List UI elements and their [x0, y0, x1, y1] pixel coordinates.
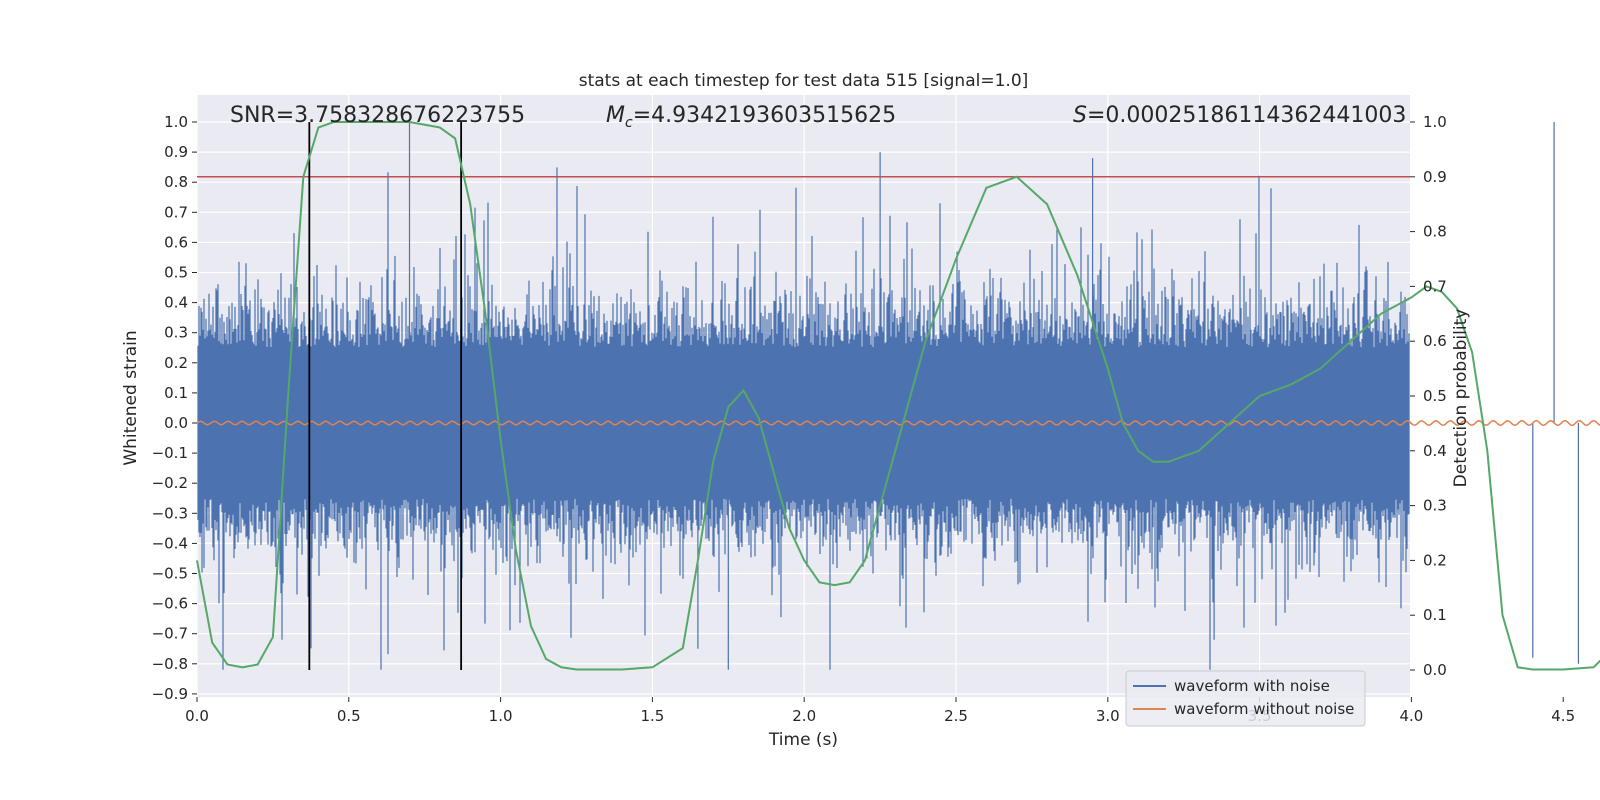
x-tick-label: 0.0: [185, 707, 209, 725]
y-tick-label: 0.0: [164, 414, 188, 432]
x-tick-label: 2.0: [792, 707, 816, 725]
y-tick-label: −0.6: [152, 595, 188, 613]
probability-series: [196, 121, 1600, 671]
legend-box: [1125, 670, 1366, 727]
y2-tick-label: 0.6: [1423, 332, 1447, 350]
clean-waveform-series: [196, 419, 1600, 427]
mc-subscript: c: [625, 115, 633, 131]
x-tick-label: 3.0: [1096, 707, 1120, 725]
y-tick-label: 0.9: [164, 143, 188, 161]
axes-ticks: 0.00.51.01.52.02.53.03.54.04.55.05.56.06…: [152, 113, 1576, 725]
y-axis-label: Whitened strain: [121, 330, 141, 465]
y2-tick-label: 0.5: [1423, 387, 1447, 405]
y-tick-label: −0.1: [152, 444, 188, 462]
mc-symbol: M: [606, 103, 625, 128]
chart-title: stats at each timestep for test data 515…: [579, 71, 1029, 91]
y-tick-label: −0.5: [152, 565, 188, 583]
s-annotation: S=0.00025186114362441003: [1073, 103, 1406, 128]
y-tick-label: −0.2: [152, 474, 188, 492]
y-tick-label: 0.3: [164, 324, 188, 342]
y2-tick-label: 0.0: [1423, 661, 1447, 679]
y2-tick-label: 0.1: [1423, 606, 1447, 624]
s-symbol: S: [1073, 103, 1087, 128]
y-tick-label: −0.7: [152, 625, 188, 643]
y-tick-label: −0.9: [152, 685, 188, 703]
y2-tick-label: 0.7: [1423, 277, 1447, 295]
clean-waveform-line: [196, 419, 1600, 427]
noise-waveform-series: [197, 122, 1579, 670]
y2-tick-label: 0.2: [1423, 551, 1447, 569]
s-value: =0.00025186114362441003: [1087, 103, 1406, 128]
x-tick-label: 2.5: [944, 707, 968, 725]
y-tick-label: −0.4: [152, 534, 188, 552]
y-tick-label: 0.8: [164, 173, 188, 191]
y-tick-label: 0.6: [164, 233, 188, 251]
y-tick-label: 0.2: [164, 354, 188, 372]
y2-tick-label: 0.9: [1423, 168, 1447, 186]
y2-tick-label: 0.4: [1423, 442, 1447, 460]
noise-waveform-line: [197, 122, 1579, 670]
x-axis-label: Time (s): [768, 730, 838, 750]
probability-line: [196, 121, 1600, 671]
y-tick-label: 0.4: [164, 294, 188, 312]
x-tick-label: 4.0: [1399, 707, 1423, 725]
y-tick-label: 0.5: [164, 264, 188, 282]
y-tick-label: 0.7: [164, 203, 188, 221]
y-tick-label: −0.8: [152, 655, 188, 673]
x-tick-label: 0.5: [337, 707, 361, 725]
y2-tick-label: 0.3: [1423, 497, 1447, 515]
y2-tick-label: 0.8: [1423, 223, 1447, 241]
y2-axis-label: Detection probability: [1451, 309, 1471, 488]
snr-annotation: SNR=3.758328676223755: [230, 103, 525, 128]
legend-label-clean: waveform without noise: [1174, 700, 1354, 718]
y2-tick-label: 1.0: [1423, 113, 1447, 131]
x-tick-label: 1.5: [640, 707, 664, 725]
event-lines-layer: [308, 122, 463, 670]
y-tick-label: 1.0: [164, 113, 188, 131]
x-tick-label: 1.0: [489, 707, 513, 725]
legend: waveform with noise waveform without noi…: [1125, 670, 1366, 727]
x-tick-label: 4.5: [1551, 707, 1575, 725]
y-tick-label: −0.3: [152, 504, 188, 522]
legend-label-noise: waveform with noise: [1174, 677, 1330, 695]
y-tick-label: 0.1: [164, 384, 188, 402]
mc-annotation: Mc=4.9342193603515625: [606, 103, 896, 131]
mc-value: =4.9342193603515625: [633, 103, 896, 128]
